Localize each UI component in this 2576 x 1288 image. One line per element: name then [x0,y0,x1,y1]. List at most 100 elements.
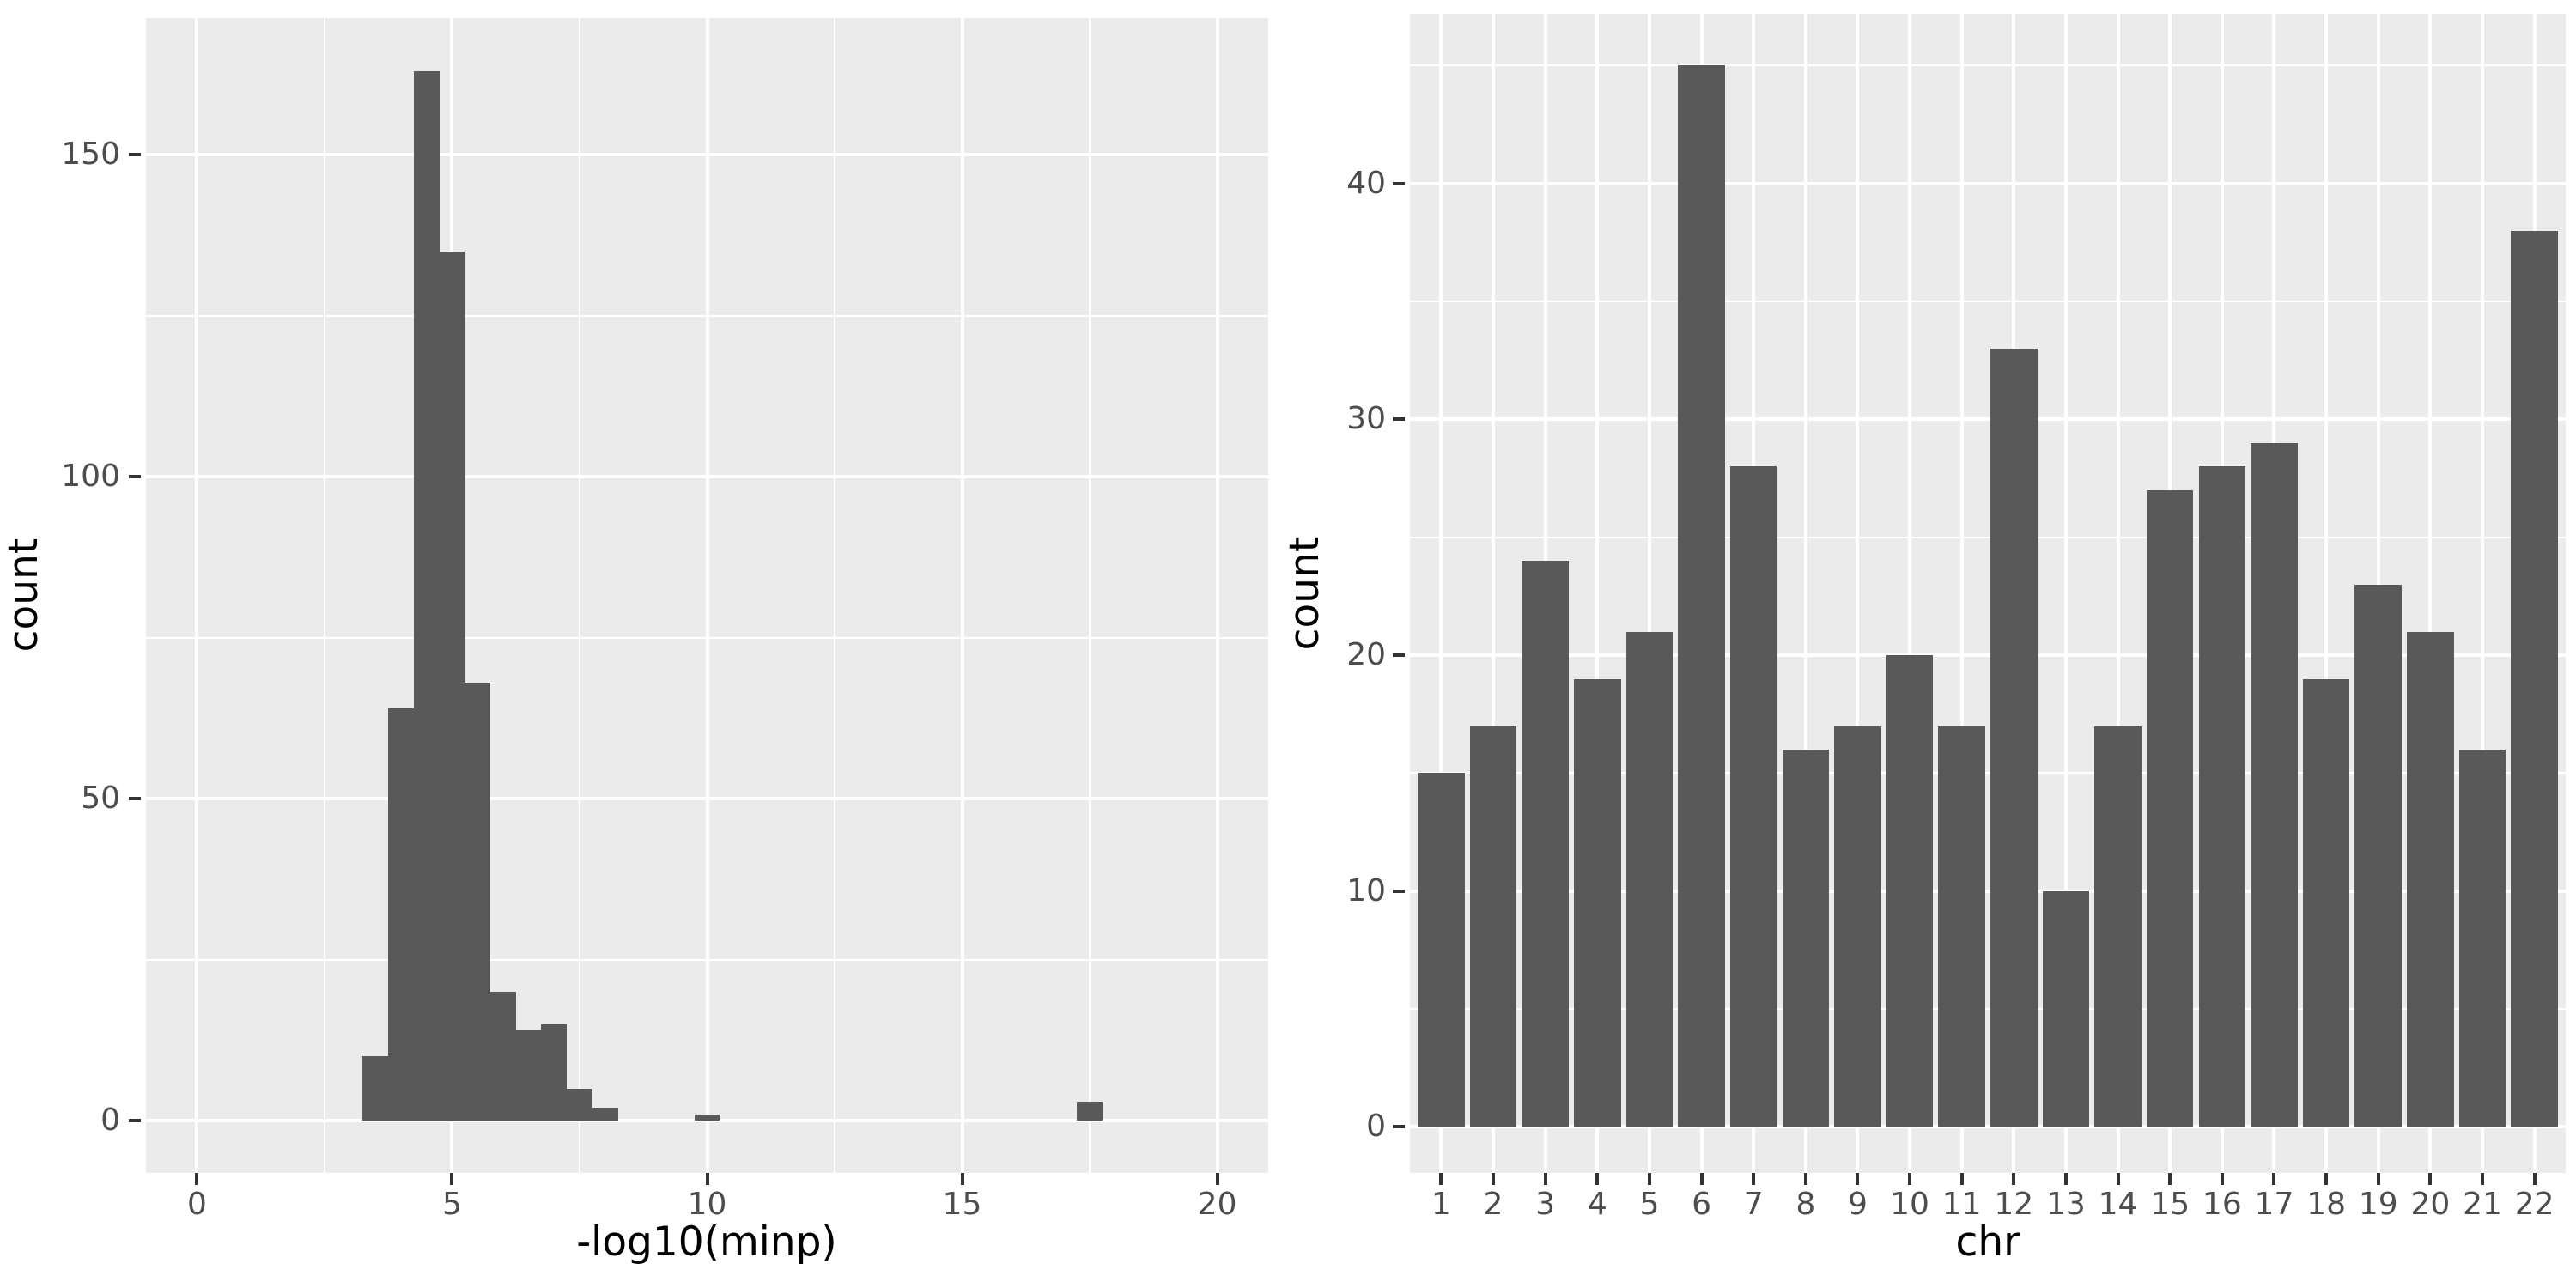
x-gridline-major [195,18,199,1173]
x-gridline-major [1215,18,1219,1173]
y-tick-mark [1393,889,1405,893]
x-gridline-minor [1089,18,1091,1173]
bar-chr-11 [1938,726,1985,1127]
x-tick-mark [2116,1173,2120,1185]
bar-chr-22 [2511,230,2558,1127]
bar-chr-9 [1834,726,1881,1127]
x-tick-label: 7 [1743,1187,1764,1222]
x-tick-mark [960,1173,964,1185]
x-tick-label: 10 [1890,1187,1929,1222]
x-tick-mark [2480,1173,2484,1185]
bar-chr-17 [2251,442,2298,1127]
histogram-bar [567,1088,592,1121]
x-tick-label: 13 [2046,1187,2086,1222]
x-tick-mark [1752,1173,1756,1185]
x-tick-mark [1215,1173,1219,1185]
x-tick-mark [1856,1173,1860,1185]
bar-chr-7 [1729,466,1777,1127]
x-gridline-major [2428,14,2433,1173]
x-tick-label: 15 [2150,1187,2190,1222]
x-tick-label: 11 [1941,1187,1982,1222]
x-tick-mark [1699,1173,1704,1185]
histogram-bar [592,1108,618,1121]
x-tick-label: 0 [186,1187,207,1222]
x-tick-label: 6 [1692,1187,1711,1222]
bar-chr-15 [2146,489,2194,1127]
y-gridline-minor [1410,1008,2566,1011]
x-gridline-major [1647,14,1651,1173]
x-tick-label: 20 [1197,1187,1237,1222]
histogram-bar [541,1024,568,1121]
x-tick-mark [1803,1173,1807,1185]
y-gridline-major [1410,653,2566,658]
x-gridline-major [960,18,964,1173]
x-tick-mark [1543,1173,1547,1185]
y-gridline-major [1410,417,2566,422]
y-tick-label: 40 [1346,165,1386,201]
x-gridline-minor [834,18,836,1173]
histogram-bar [388,708,414,1121]
x-gridline-major [2063,14,2068,1173]
y-tick-mark [1393,1125,1405,1129]
x-tick-mark [2532,1173,2537,1185]
y-tick-mark [1393,417,1405,422]
bar-chr-5 [1625,631,1674,1127]
x-tick-label: 16 [2202,1187,2242,1222]
bar-chr-8 [1782,749,1830,1127]
y-tick-label: 0 [1366,1109,1386,1145]
x-tick-mark [705,1173,709,1185]
x-tick-label: 18 [2306,1187,2346,1222]
x-tick-label: 9 [1847,1187,1868,1222]
x-gridline-minor [323,18,325,1173]
bar-chr-12 [1990,349,2038,1127]
x-tick-mark [1647,1173,1651,1185]
y-tick-mark [129,1119,141,1123]
y-tick-mark [129,797,141,801]
x-gridline-major [1959,14,1964,1173]
histogram-bar [413,70,440,1121]
x-gridline-major [1803,14,1807,1173]
x-tick-label: 5 [442,1187,462,1222]
x-tick-label: 10 [687,1187,727,1222]
x-tick-label: 17 [2254,1187,2294,1222]
histogram-bar [439,251,465,1121]
bar-chr-6 [1678,65,1725,1127]
x-tick-label: 5 [1639,1187,1660,1222]
chr-bar-panel [1410,14,2566,1173]
y-tick-mark [129,153,141,157]
x-tick-label: 2 [1483,1187,1504,1222]
x-tick-mark [1595,1173,1600,1185]
x-tick-mark [2168,1173,2172,1185]
bar-chr-13 [2042,890,2090,1127]
bar-chr-18 [2302,678,2350,1127]
x-tick-mark [1492,1173,1495,1185]
x-gridline-major [1595,14,1600,1173]
x-tick-label: 20 [2410,1187,2451,1222]
x-gridline-major [1439,14,1443,1173]
bar-chr-4 [1573,678,1621,1127]
y-tick-mark [129,475,141,479]
x-tick-label: 15 [942,1187,982,1222]
x-tick-mark [2220,1173,2224,1185]
y-axis-title-left: count [0,538,47,653]
x-tick-mark [450,1173,454,1185]
y-gridline-major [1410,889,2566,893]
histogram-bar [465,683,490,1121]
x-tick-mark [1959,1173,1964,1185]
histogram-bar [694,1114,720,1121]
bar-chr-10 [1886,655,1934,1127]
y-tick-label: 0 [100,1103,120,1139]
histogram-panel [146,18,1268,1173]
y-gridline-major [1410,181,2566,185]
x-gridline-major [1908,14,1912,1173]
y-tick-label: 20 [1346,637,1386,673]
x-tick-label: 4 [1587,1187,1607,1222]
bar-chr-3 [1522,561,1569,1127]
x-gridline-major [705,18,709,1173]
y-tick-mark [1393,181,1405,185]
bar-chr-2 [1469,726,1517,1127]
x-tick-label: 19 [2358,1187,2398,1222]
x-tick-mark [1439,1173,1443,1185]
x-gridline-major [1856,14,1860,1173]
